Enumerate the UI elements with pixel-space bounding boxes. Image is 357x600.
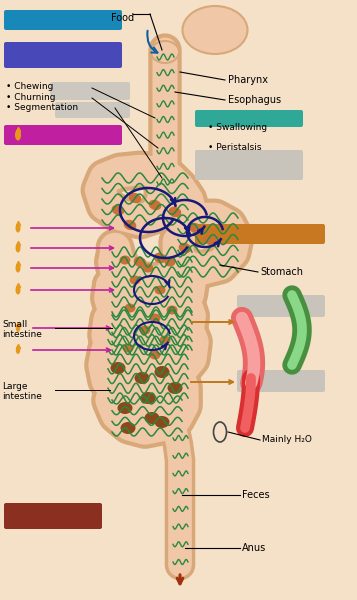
Text: • Chewing: • Chewing <box>6 82 54 91</box>
Ellipse shape <box>111 362 126 374</box>
FancyBboxPatch shape <box>4 42 122 68</box>
Text: Small
intestine: Small intestine <box>2 320 42 340</box>
Ellipse shape <box>135 372 150 384</box>
Text: Anus: Anus <box>242 543 266 553</box>
FancyBboxPatch shape <box>4 503 102 529</box>
Text: • Swallowing: • Swallowing <box>208 124 267 133</box>
Ellipse shape <box>151 41 179 63</box>
Ellipse shape <box>203 235 216 245</box>
Ellipse shape <box>16 346 20 354</box>
Ellipse shape <box>182 6 247 54</box>
Ellipse shape <box>121 422 136 434</box>
Ellipse shape <box>112 205 124 215</box>
Ellipse shape <box>142 263 154 272</box>
FancyBboxPatch shape <box>4 10 122 30</box>
Ellipse shape <box>130 275 141 284</box>
Ellipse shape <box>141 392 156 404</box>
Ellipse shape <box>178 243 191 253</box>
Ellipse shape <box>145 412 160 424</box>
Ellipse shape <box>16 324 20 332</box>
FancyBboxPatch shape <box>237 295 325 317</box>
Ellipse shape <box>122 343 134 352</box>
Text: • Churning: • Churning <box>6 93 55 102</box>
Text: • Peristalsis: • Peristalsis <box>208 143 261 152</box>
Ellipse shape <box>155 416 170 428</box>
Ellipse shape <box>15 244 20 253</box>
Ellipse shape <box>167 382 182 394</box>
Ellipse shape <box>117 402 132 414</box>
Ellipse shape <box>150 313 161 323</box>
Ellipse shape <box>155 286 166 295</box>
FancyBboxPatch shape <box>195 150 303 180</box>
Text: Food: Food <box>111 13 134 23</box>
FancyBboxPatch shape <box>4 125 122 145</box>
FancyBboxPatch shape <box>195 224 325 244</box>
Ellipse shape <box>140 325 151 335</box>
Text: Stomach: Stomach <box>260 267 303 277</box>
Ellipse shape <box>15 130 21 140</box>
FancyBboxPatch shape <box>237 370 325 392</box>
Text: Pharynx: Pharynx <box>228 75 268 85</box>
Ellipse shape <box>120 256 131 265</box>
Ellipse shape <box>134 257 146 267</box>
Ellipse shape <box>15 286 20 295</box>
Text: • Segmentation: • Segmentation <box>6 103 78 112</box>
Ellipse shape <box>15 223 20 232</box>
Ellipse shape <box>165 257 176 266</box>
FancyBboxPatch shape <box>195 110 303 127</box>
Ellipse shape <box>149 200 161 210</box>
Ellipse shape <box>166 305 177 314</box>
Text: Feces: Feces <box>242 490 270 500</box>
Text: Mainly H₂O: Mainly H₂O <box>262 436 312 445</box>
FancyBboxPatch shape <box>50 82 130 100</box>
Ellipse shape <box>160 335 171 344</box>
Ellipse shape <box>155 366 170 378</box>
Text: Large
intestine: Large intestine <box>2 382 42 401</box>
Ellipse shape <box>15 263 20 272</box>
FancyBboxPatch shape <box>55 102 130 118</box>
Ellipse shape <box>169 207 181 217</box>
Ellipse shape <box>154 253 166 263</box>
Ellipse shape <box>129 193 141 203</box>
Ellipse shape <box>188 223 201 233</box>
Ellipse shape <box>125 304 136 313</box>
Text: Esophagus: Esophagus <box>228 95 281 105</box>
Ellipse shape <box>124 220 136 230</box>
Ellipse shape <box>150 350 161 359</box>
